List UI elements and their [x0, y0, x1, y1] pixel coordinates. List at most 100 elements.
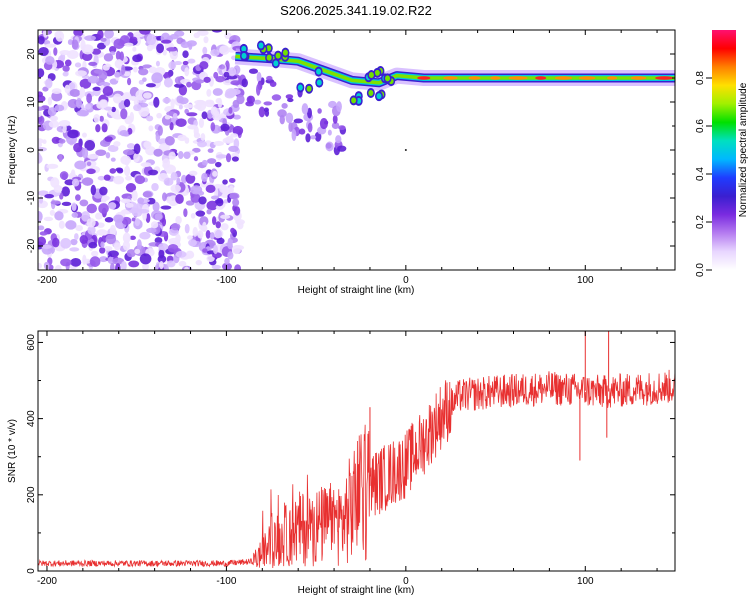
noise-speckle: [216, 237, 225, 245]
noise-speckle: [133, 143, 141, 155]
noise-speckle: [88, 61, 98, 66]
noise-speckle: [58, 220, 65, 229]
noise-speckle: [61, 201, 72, 207]
x-tick-label: -200: [37, 576, 57, 587]
noise-speckle: [120, 155, 132, 165]
noise-speckle: [139, 231, 151, 240]
noise-speckle: [121, 64, 126, 76]
noise-speckle: [228, 88, 241, 96]
noise-speckle: [130, 95, 137, 102]
tone-blob-core: [374, 69, 380, 76]
noise-speckle: [212, 170, 218, 177]
transition-speckle: [338, 125, 346, 131]
noise-speckle: [139, 30, 151, 35]
noise-speckle: [227, 251, 234, 260]
tone-blob-core: [282, 49, 288, 56]
noise-speckle: [184, 266, 190, 270]
y-tick-label: -20: [26, 238, 37, 253]
noise-speckle: [169, 33, 179, 40]
tone-hotspot: [630, 76, 647, 80]
noise-speckle: [213, 71, 219, 79]
colorbar: 0.0 0.2 0.4 0.6 0.8 Normalized spectral ampl…: [695, 30, 749, 277]
noise-speckle: [213, 140, 224, 147]
noise-speckle: [230, 227, 236, 234]
noise-speckle: [105, 152, 111, 159]
noise-speckle: [91, 250, 99, 257]
noise-speckle: [212, 88, 223, 96]
noise-speckle: [71, 178, 80, 187]
noise-speckle: [212, 113, 223, 121]
spectrogram-plot-area: [38, 30, 675, 270]
noise-speckle: [38, 115, 45, 125]
noise-speckle: [81, 211, 90, 222]
noise-speckle: [112, 257, 125, 265]
y-tick-label: 20: [26, 48, 37, 60]
noise-speckle: [143, 92, 152, 99]
transition-speckle: [317, 108, 322, 114]
transition-speckle: [258, 106, 266, 118]
noise-speckle: [143, 141, 152, 149]
noise-speckle: [120, 108, 128, 120]
noise-speckle: [194, 99, 206, 105]
noise-speckle: [58, 120, 71, 127]
noise-speckle: [175, 193, 184, 204]
noise-speckle: [220, 223, 229, 231]
noise-speckle: [38, 36, 45, 45]
noise-speckle: [95, 212, 103, 220]
noise-speckle: [74, 160, 87, 170]
noise-speckle: [198, 117, 205, 129]
noise-speckle: [75, 225, 83, 232]
noise-speckle: [97, 175, 106, 181]
transition-speckle: [241, 78, 248, 88]
transition-speckle: [291, 129, 297, 141]
tone-hotspot: [655, 76, 674, 80]
noise-speckle: [236, 221, 244, 230]
noise-speckle: [133, 152, 140, 163]
noise-speckle: [82, 147, 89, 159]
noise-speckle: [71, 39, 79, 50]
noise-speckle: [107, 144, 119, 153]
noise-speckle: [157, 255, 167, 264]
noise-speckle: [227, 239, 233, 250]
noise-speckle: [152, 201, 160, 212]
transition-speckle: [271, 94, 282, 101]
noise-speckle: [210, 106, 218, 116]
noise-speckle: [190, 193, 201, 203]
noise-speckle: [175, 215, 182, 225]
colorbar-tick-label: 0.0: [695, 263, 706, 277]
transition-speckle: [331, 122, 340, 130]
noise-speckle: [95, 124, 101, 133]
noise-speckle: [210, 49, 220, 57]
noise-speckle: [119, 129, 129, 137]
transition-speckle: [332, 114, 338, 124]
colorbar-tick-label: 0.4: [695, 167, 706, 181]
noise-speckle: [124, 42, 134, 47]
noise-speckle: [58, 153, 63, 162]
noise-speckle: [192, 147, 201, 153]
noise-speckle: [68, 82, 76, 90]
noise-speckle: [50, 200, 61, 205]
noise-speckle: [39, 231, 48, 236]
noise-speckle: [161, 217, 167, 227]
noise-speckle: [234, 264, 242, 270]
noise-speckle: [127, 77, 132, 86]
noise-speckle: [62, 65, 70, 72]
x-tick-label: 100: [577, 275, 594, 286]
noise-speckle: [137, 209, 150, 214]
noise-speckle: [75, 194, 81, 201]
noise-speckle: [215, 229, 222, 239]
tone-blob-core: [273, 60, 279, 67]
noise-speckle: [185, 173, 196, 184]
noise-speckle: [201, 172, 208, 182]
noise-speckle: [184, 137, 190, 144]
noise-speckle: [183, 208, 188, 218]
noise-speckle: [101, 123, 108, 133]
transition-speckle: [253, 99, 262, 105]
noise-speckle: [166, 260, 176, 268]
transition-speckle: [298, 128, 306, 135]
transition-speckle: [264, 109, 270, 117]
noise-speckle: [137, 197, 145, 204]
tone-blob-core: [368, 90, 374, 97]
